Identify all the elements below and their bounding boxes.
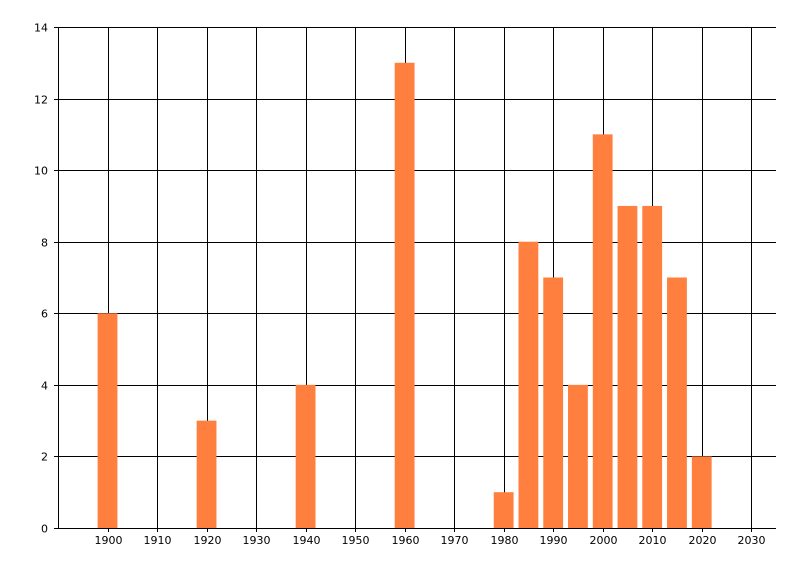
x-tick-label: 1970 <box>441 534 469 547</box>
y-tick-label: 0 <box>41 523 48 536</box>
x-tick-label: 1900 <box>95 534 123 547</box>
y-axis-ticks: 0 2 4 6 8 10 12 14 <box>34 22 58 536</box>
bar-1980-4 <box>493 492 514 528</box>
bar-2000-8 <box>592 134 613 528</box>
bar-1920-1 <box>196 420 217 528</box>
x-tick-label: 2020 <box>689 534 717 547</box>
x-tick-label: 2030 <box>738 534 766 547</box>
bar-1990-6 <box>543 277 564 528</box>
x-tick-label: 1980 <box>491 534 519 547</box>
bar-1985-5 <box>518 241 539 528</box>
y-tick-label: 14 <box>34 22 48 35</box>
y-tick-label: 12 <box>34 94 48 107</box>
bars <box>97 62 712 529</box>
bar-2005-9 <box>617 205 638 528</box>
y-tick-label: 10 <box>34 165 48 178</box>
bar-2020-12 <box>691 456 712 528</box>
y-tick-label: 4 <box>41 380 48 393</box>
x-tick-label: 1990 <box>540 534 568 547</box>
bar-2010-10 <box>642 205 663 528</box>
x-tick-label: 1920 <box>194 534 222 547</box>
x-tick-label: 2000 <box>590 534 618 547</box>
bar-1995-7 <box>568 384 588 528</box>
y-tick-label: 6 <box>41 308 48 321</box>
y-tick-label: 2 <box>41 451 48 464</box>
x-tick-label: 1910 <box>144 534 172 547</box>
x-tick-label: 1950 <box>342 534 370 547</box>
bar-1960-3 <box>394 62 415 529</box>
y-tick-label: 8 <box>41 237 48 250</box>
x-tick-label: 1940 <box>293 534 321 547</box>
bar-1940-2 <box>295 384 316 528</box>
x-tick-label: 2010 <box>639 534 667 547</box>
bar-2015-11 <box>667 277 687 528</box>
bar-1900-0 <box>97 313 118 528</box>
axes <box>58 27 776 529</box>
x-axis-ticks: 1900 1910 1920 1930 1940 1950 1960 1970 1980 1990… <box>95 528 766 547</box>
x-tick-label: 1930 <box>243 534 271 547</box>
x-tick-label: 1960 <box>392 534 420 547</box>
